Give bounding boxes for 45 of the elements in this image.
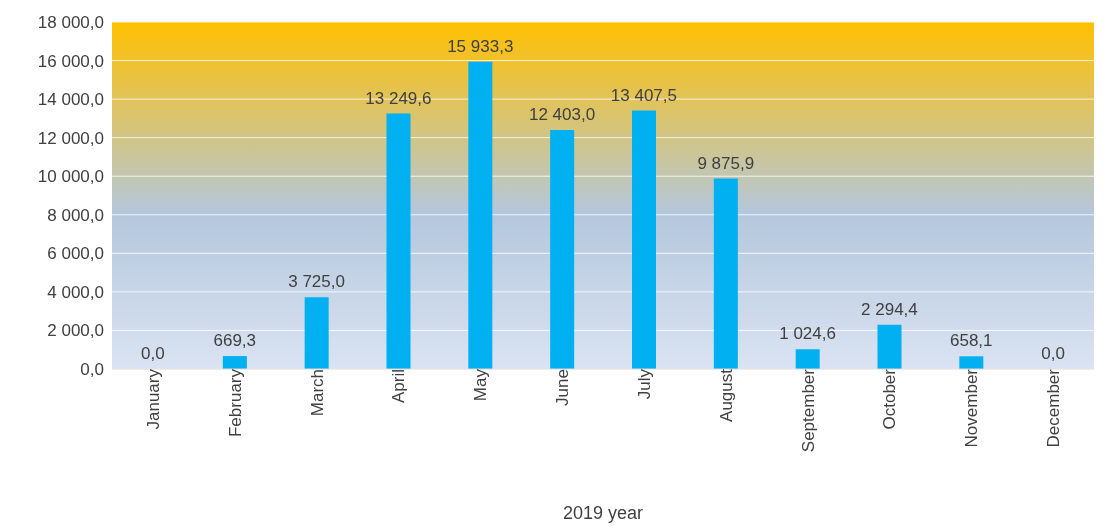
y-tick-label: 0,0 (80, 360, 104, 380)
data-label: 669,3 (213, 331, 257, 351)
bar (795, 349, 820, 369)
y-tick-label: 16 000,0 (37, 51, 104, 71)
y-tick-label: 2 000,0 (47, 321, 104, 341)
y-tick-label: 18 000,0 (37, 13, 104, 33)
x-tick-label: June (553, 369, 573, 406)
data-label: 13 249,6 (365, 88, 432, 108)
data-label: 0,0 (1041, 344, 1065, 363)
bar (468, 61, 493, 369)
x-tick-label: August (716, 368, 736, 422)
bar (222, 356, 247, 369)
x-tick-label: January (143, 368, 163, 430)
bar (304, 297, 329, 369)
data-label: 2 294,4 (861, 299, 918, 319)
data-label: 15 933,3 (447, 36, 514, 56)
x-tick-label: April (389, 369, 409, 404)
x-tick-label: November (962, 368, 982, 448)
y-tick-label: 6 000,0 (47, 244, 104, 264)
x-tick-label: May (471, 368, 491, 402)
bar (877, 324, 902, 369)
x-tick-label: July (634, 368, 654, 400)
y-tick-label: 12 000,0 (37, 128, 104, 148)
bar (632, 110, 656, 369)
y-tick-label: 14 000,0 (37, 90, 104, 110)
x-tick-label: March (307, 369, 327, 417)
x-tick-label: February (225, 368, 245, 438)
y-tick-label: 8 000,0 (47, 205, 104, 225)
y-tick-label: 4 000,0 (47, 282, 104, 302)
bar (550, 129, 575, 369)
x-axis-title: 2019 year (562, 503, 644, 523)
x-tick-label: September (798, 368, 818, 453)
data-label: 9 875,9 (697, 153, 755, 173)
bar (386, 113, 411, 369)
y-tick-label: 10 000,0 (37, 167, 104, 187)
bar (713, 178, 738, 369)
data-label: 658,1 (949, 331, 993, 351)
data-label: 13 407,5 (610, 85, 678, 105)
data-label: 3 725,0 (288, 272, 345, 292)
x-tick-label: December (1044, 368, 1064, 448)
bar (959, 356, 984, 369)
data-label: 0,0 (141, 344, 165, 363)
data-label: 1 024,6 (779, 324, 836, 344)
data-label: 12 403,0 (528, 104, 596, 124)
x-tick-label: October (880, 368, 900, 430)
